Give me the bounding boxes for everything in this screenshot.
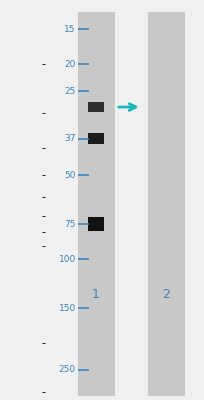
Text: 250: 250: [58, 366, 75, 374]
Text: 150: 150: [58, 304, 75, 313]
Bar: [147, 12, 184, 396]
Text: 50: 50: [64, 170, 75, 180]
Text: 75: 75: [64, 220, 75, 229]
Text: 37: 37: [64, 134, 75, 143]
Bar: [88, 217, 104, 231]
Text: 25: 25: [64, 87, 75, 96]
Text: 100: 100: [58, 254, 75, 264]
Text: 15: 15: [64, 25, 75, 34]
Text: 2: 2: [162, 288, 170, 301]
Bar: [88, 102, 104, 112]
Text: 20: 20: [64, 60, 75, 69]
Bar: [88, 133, 104, 144]
Bar: [77, 12, 114, 396]
Text: 1: 1: [92, 288, 100, 301]
